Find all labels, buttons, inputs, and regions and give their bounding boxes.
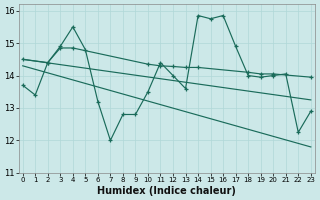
X-axis label: Humidex (Indice chaleur): Humidex (Indice chaleur): [97, 186, 236, 196]
